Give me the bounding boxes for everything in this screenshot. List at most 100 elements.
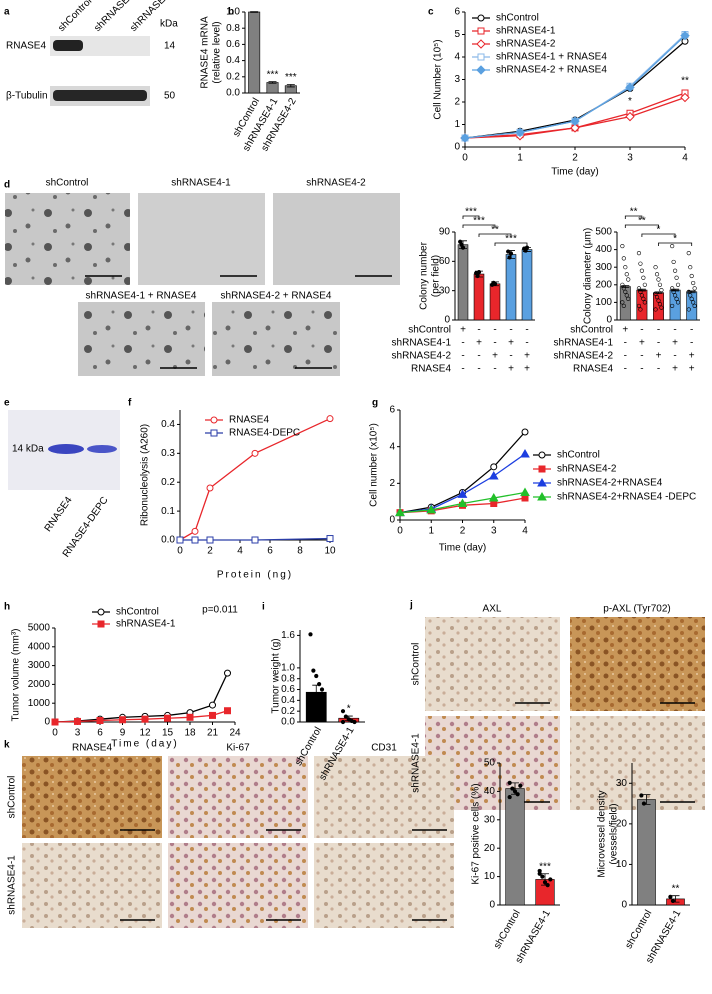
data-point <box>251 449 259 457</box>
error-bar <box>250 11 259 13</box>
y-tick-label: 0.0 <box>281 717 295 728</box>
data-point <box>326 415 334 423</box>
bracket <box>462 215 480 219</box>
data-point <box>686 251 691 256</box>
error-bar <box>621 285 630 289</box>
colony-photo <box>78 302 205 376</box>
treatment-sign: - <box>640 351 643 362</box>
treatment-label: shRNASE4-2 <box>392 351 452 362</box>
y-tick-label: 4 <box>389 441 395 452</box>
x-tick-label: 2 <box>207 546 213 557</box>
treatment-sign: - <box>624 351 627 362</box>
y-tick-label: 50 <box>484 758 496 769</box>
data-point <box>639 293 645 298</box>
data-point <box>653 265 658 270</box>
bracket-label: *** <box>505 234 517 245</box>
axis <box>54 628 235 723</box>
y-tick-label: 1000 <box>28 698 51 709</box>
data-point <box>540 874 545 879</box>
panel-letter: b <box>228 7 234 18</box>
y-tick-label: 20 <box>484 843 496 854</box>
x-tick-label: 2 <box>572 153 578 164</box>
treatment-sign: - <box>493 338 496 349</box>
y-tick-label: 0.2 <box>226 71 240 82</box>
bar <box>473 273 485 321</box>
data-point <box>668 894 673 899</box>
data-point <box>654 272 660 277</box>
x-tick-label: 0 <box>177 546 183 557</box>
data-point <box>659 287 664 293</box>
y-axis-label: Microvessel density <box>597 790 608 877</box>
data-point <box>670 286 675 291</box>
treatment-sign: - <box>509 351 512 362</box>
x-axis-label: Time (day) <box>111 739 178 750</box>
data-point <box>620 243 625 249</box>
bar <box>669 289 681 321</box>
photo-label: shRNASE4-2 + RNASE4 <box>221 291 332 302</box>
legend-label: shRNASE4-1 <box>496 26 556 37</box>
legend-marker <box>476 39 486 49</box>
y-tick-label: 0.4 <box>281 695 295 706</box>
x-tick-label: 18 <box>184 728 196 739</box>
treatment-sign: + <box>524 364 530 375</box>
data-point <box>656 298 661 303</box>
data-point <box>653 307 658 312</box>
lane-label: RNASE4 <box>43 495 75 534</box>
data-point <box>548 877 553 882</box>
y-axis-label: Ki-67 positive cells (%) <box>471 783 482 884</box>
treatment-label: shControl <box>570 325 613 336</box>
data-point <box>251 536 259 544</box>
data-point <box>515 127 525 138</box>
data-point <box>520 448 530 458</box>
legend-label: shControl <box>496 13 539 24</box>
data-point <box>570 123 580 133</box>
treatment-sign: + <box>524 351 530 362</box>
x-tick-label: 0 <box>462 153 468 164</box>
y-tick-label: 0 <box>489 900 495 911</box>
y-tick-label: 0.4 <box>226 55 240 66</box>
treatment-sign: - <box>525 325 528 336</box>
data-point <box>426 504 437 514</box>
data-point <box>507 794 512 800</box>
bracket-label: * <box>657 225 661 236</box>
panel-letter: k <box>4 740 10 751</box>
bar <box>521 249 533 321</box>
significance: * <box>347 704 351 715</box>
y-tick-label: 0.8 <box>226 23 240 34</box>
x-tick-label: 0 <box>52 728 58 739</box>
data-point <box>686 307 691 312</box>
y-tick-label: 2000 <box>28 679 51 690</box>
y-tick-label: 2 <box>389 478 395 489</box>
y-tick-label: 4000 <box>28 641 51 652</box>
x-tick-label: 3 <box>627 153 633 164</box>
error-bar <box>344 715 353 721</box>
legend-label: shRNASE4-2 + RNASE4 <box>496 65 607 76</box>
data-point <box>636 286 642 291</box>
panel-letter: c <box>428 7 434 18</box>
treatment-sign: + <box>508 338 514 349</box>
y-tick-label: 5 <box>454 29 460 40</box>
data-point <box>518 783 523 788</box>
error-bar <box>671 895 680 903</box>
data-point <box>659 305 664 310</box>
data-point <box>314 673 319 679</box>
data-point <box>657 302 663 307</box>
bar <box>457 244 469 321</box>
data-point <box>74 717 81 725</box>
data-point <box>340 709 346 714</box>
data-point <box>688 265 693 270</box>
error-bar <box>507 250 515 259</box>
data-point <box>675 300 681 305</box>
y-tick-label: 3000 <box>28 660 51 671</box>
data-point <box>638 289 643 294</box>
bracket-label: * <box>673 234 677 245</box>
treatment-sign: + <box>492 351 498 362</box>
data-point <box>674 275 679 280</box>
legend-marker <box>210 429 218 437</box>
x-tick-label: 15 <box>162 728 174 739</box>
panel-letter: j <box>409 600 413 611</box>
blot-row-label: β-Tubulin <box>6 91 48 102</box>
treatment-sign: - <box>657 338 660 349</box>
data-point <box>674 296 679 301</box>
data-point <box>521 428 529 436</box>
